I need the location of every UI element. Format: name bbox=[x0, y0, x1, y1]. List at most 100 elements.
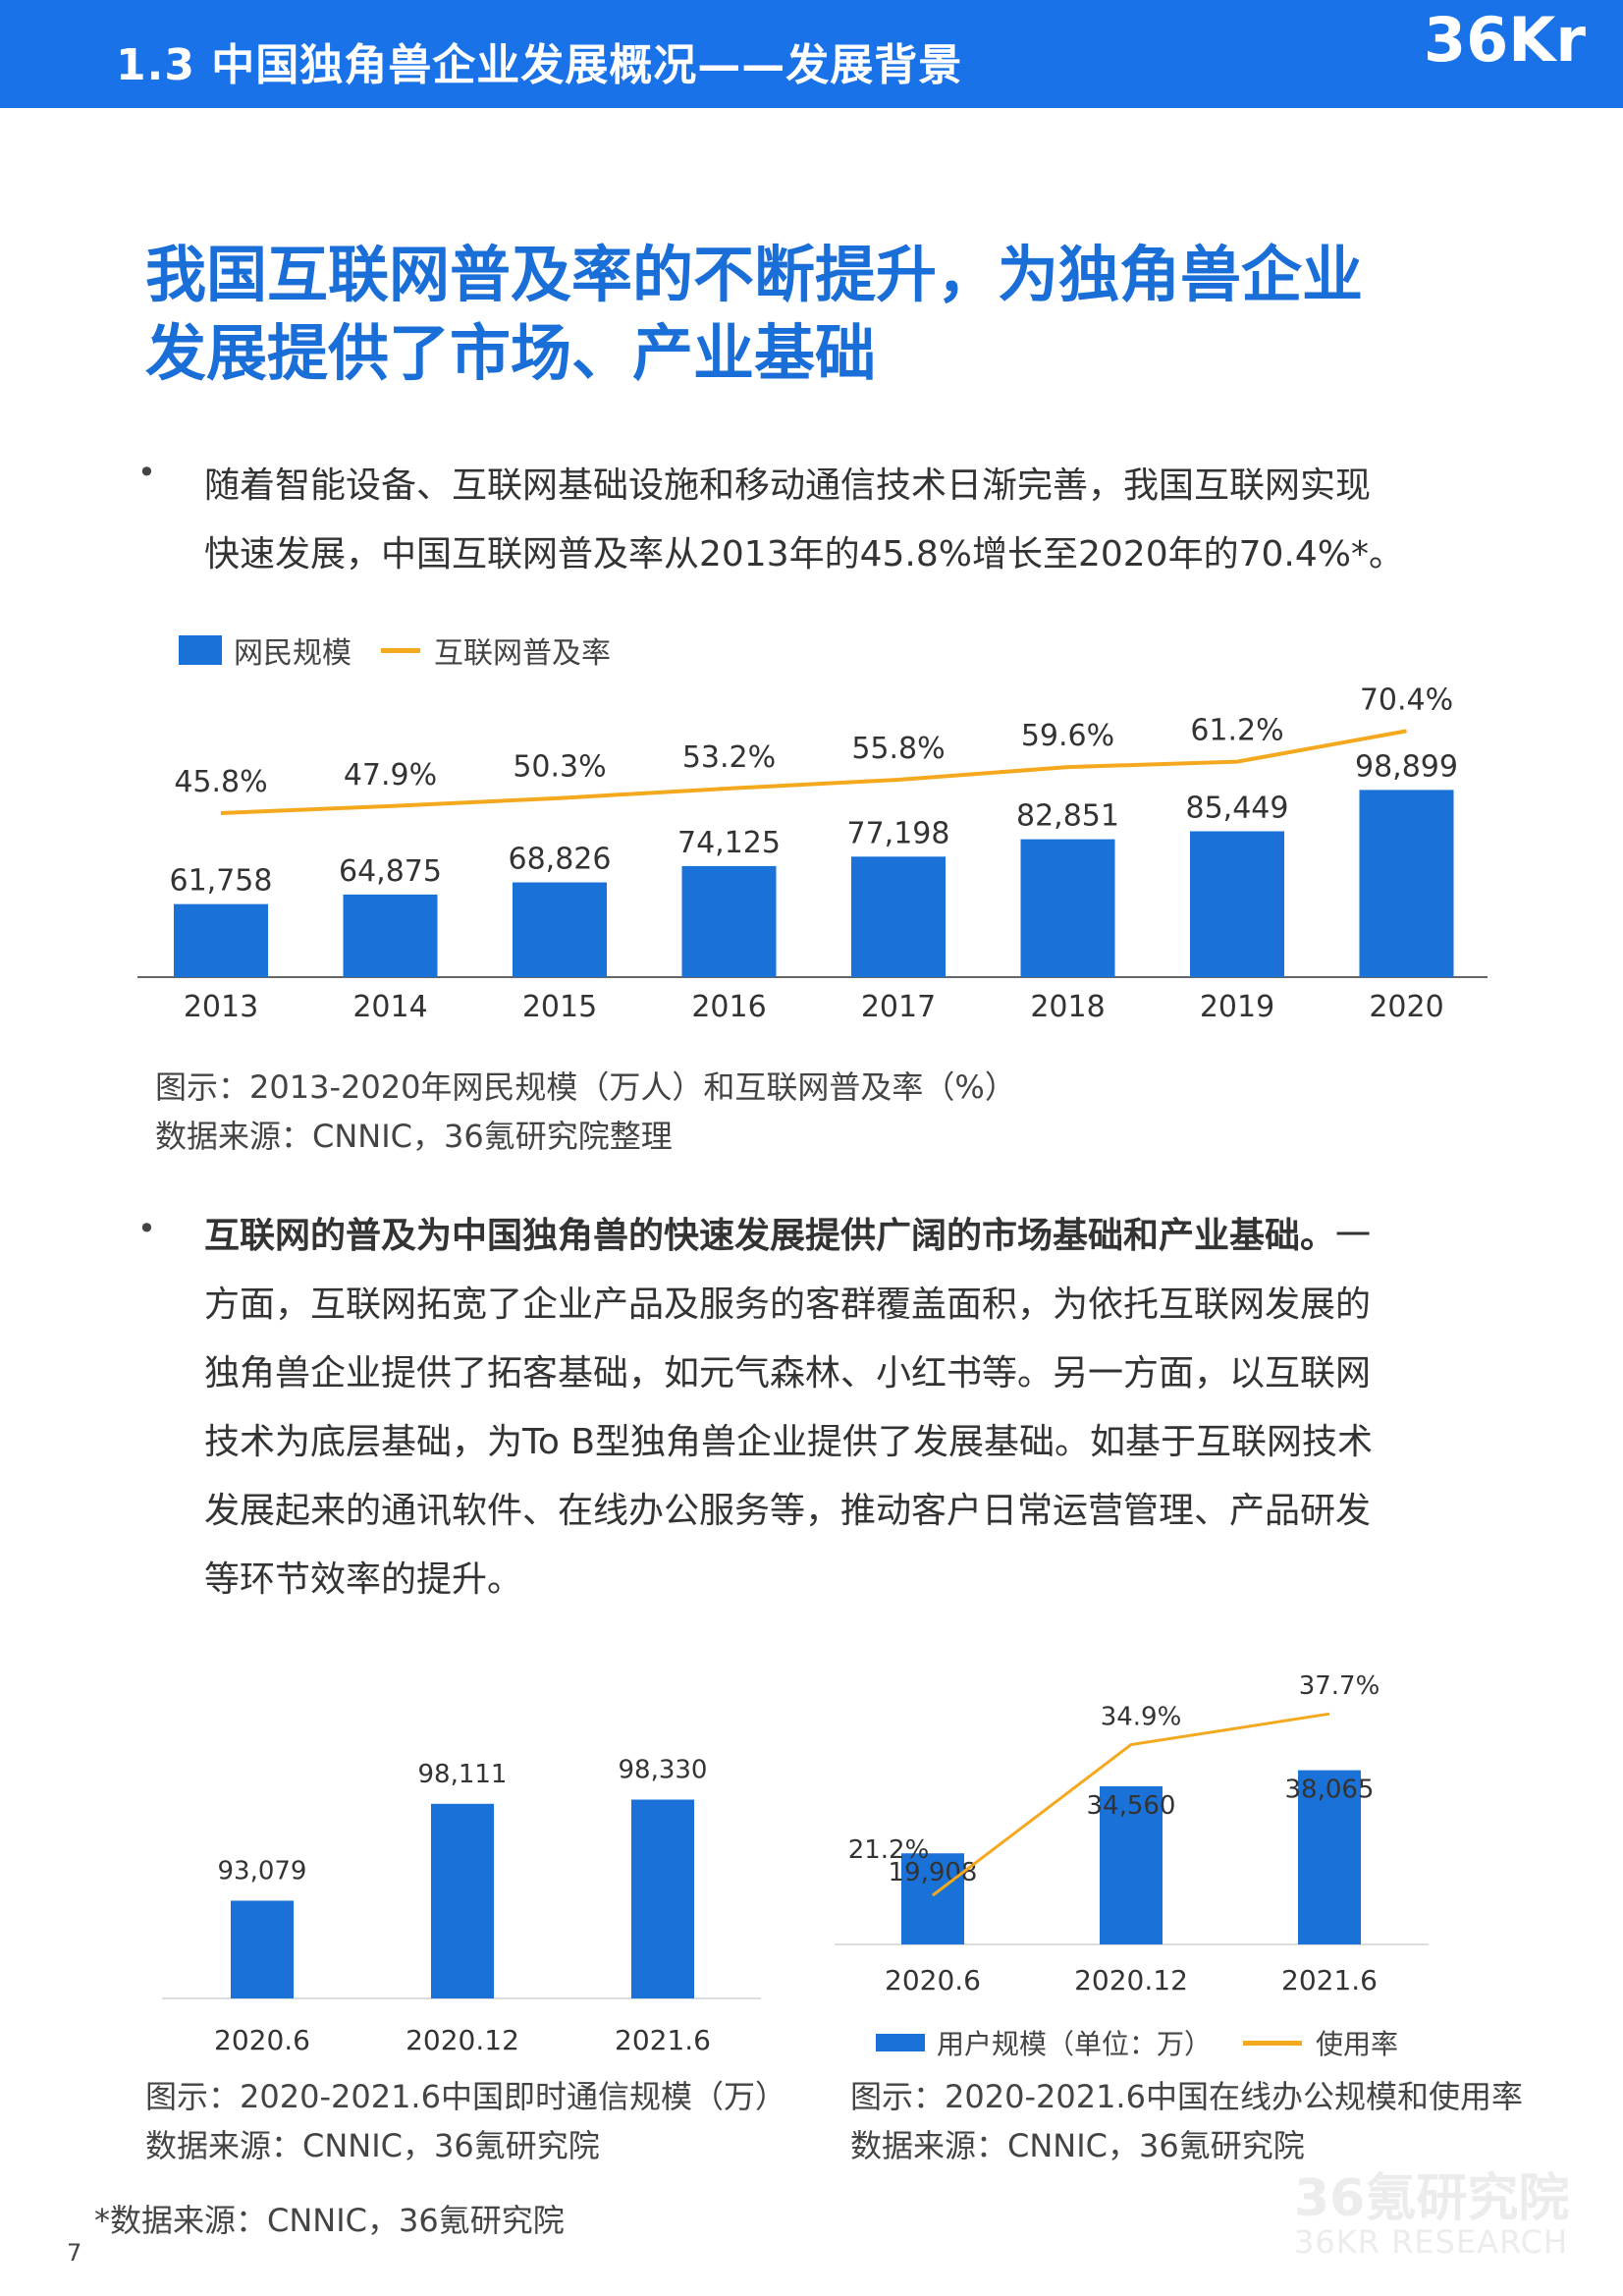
chart2-tick-label: 2020.12 bbox=[406, 2024, 519, 2052]
chart2-caption: 图示：2020-2021.6中国即时通信规模（万） bbox=[145, 2078, 786, 2115]
brand-logo: 36Kr bbox=[1424, 4, 1586, 76]
chart1-line-label: 70.4% bbox=[1360, 683, 1453, 717]
bullet-1: • bbox=[137, 454, 156, 491]
chart3-caption: 图示：2020-2021.6中国在线办公规模和使用率 bbox=[850, 2078, 1523, 2115]
chart1-line-label: 55.8% bbox=[851, 732, 945, 766]
page-title-line1: 我国互联网普及率的不断提升，为独角兽企业 bbox=[145, 239, 1364, 310]
chart2-bar bbox=[431, 1803, 494, 1998]
paragraph-2: 互联网的普及为中国独角兽的快速发展提供广阔的市场基础和产业基础。一 方面，互联网… bbox=[204, 1202, 1481, 1614]
chart2-bar-label: 93,079 bbox=[218, 1856, 307, 1886]
chart1-tick-label: 2015 bbox=[522, 990, 597, 1024]
chart2-tick-label: 2020.6 bbox=[214, 2024, 310, 2052]
chart3-legend-bar-label: 用户规模（单位：万） bbox=[937, 2028, 1213, 2060]
chart3-line-label: 37.7% bbox=[1299, 1671, 1380, 1701]
chart1-bar-label: 68,826 bbox=[509, 843, 612, 877]
chart-internet-users: 61,758 2013 45.8% 64,875 2014 47.9% 68,826 2015… bbox=[137, 683, 1488, 1024]
chart1-caption: 图示：2013-2020年网民规模（万人）和互联网普及率（%） bbox=[155, 1068, 1016, 1106]
chart1-bar-label: 77,198 bbox=[847, 816, 950, 850]
chart3-bar bbox=[1298, 1770, 1361, 1944]
chart1-bar bbox=[343, 894, 438, 977]
paragraph-2-line1: 互联网的普及为中国独角兽的快速发展提供广阔的市场基础和产业基础。一 bbox=[204, 1202, 1481, 1271]
logo-text: 36Kr bbox=[1424, 4, 1586, 76]
chart1-caption-block: 图示：2013-2020年网民规模（万人）和互联网普及率（%） 数据来源：CNN… bbox=[155, 1063, 1016, 1161]
chart1-bar bbox=[1190, 831, 1284, 977]
page-number: 7 bbox=[67, 2239, 82, 2267]
chart3-source: 数据来源：CNNIC，36氪研究院 bbox=[850, 2127, 1305, 2164]
chart3-bar bbox=[1100, 1785, 1163, 1944]
chart3-legend-line-swatch bbox=[1243, 2040, 1302, 2046]
bullet-2: • bbox=[137, 1210, 156, 1247]
header-bar bbox=[0, 0, 1623, 108]
chart1-bar bbox=[681, 865, 777, 977]
chart1-legend-bar: 网民规模 bbox=[179, 629, 352, 672]
chart2-caption-block: 图示：2020-2021.6中国即时通信规模（万） 数据来源：CNNIC，36氪… bbox=[145, 2072, 786, 2170]
chart1-line-label: 53.2% bbox=[682, 740, 776, 775]
chart2-source: 数据来源：CNNIC，36氪研究院 bbox=[145, 2127, 600, 2164]
legend-line-swatch bbox=[381, 647, 420, 653]
chart2-tick-label: 2021.6 bbox=[615, 2024, 711, 2052]
chart1-tick-label: 2020 bbox=[1369, 990, 1443, 1024]
page-title-line2: 发展提供了市场、产业基础 bbox=[145, 317, 877, 389]
paragraph-2-line3: 独角兽企业提供了拓客基础，如元气森林、小红书等。另一方面，以互联网 bbox=[204, 1353, 1372, 1394]
chart3-bar-label: 38,065 bbox=[1285, 1776, 1375, 1805]
chart3-tick-label: 2020.12 bbox=[1074, 1964, 1188, 1996]
chart3-legend-bar: 用户规模（单位：万） bbox=[876, 2023, 1212, 2062]
chart-instant-messaging: 93,079 2020.6 98,111 2020.12 98,330 2021.6 bbox=[162, 1756, 761, 2052]
chart3-line-label: 21.2% bbox=[848, 1835, 930, 1865]
watermark-cn: 36氪研究院 bbox=[1294, 2169, 1570, 2228]
chart1-tick-label: 2016 bbox=[691, 990, 766, 1024]
legend-bar-label: 网民规模 bbox=[234, 636, 352, 671]
watermark-en: 36KR RESEARCH bbox=[1294, 2223, 1569, 2261]
chart2-bar-label: 98,111 bbox=[418, 1760, 508, 1789]
paragraph-2-line2: 方面，互联网拓宽了企业产品及服务的客群覆盖面积，为依托互联网发展的 bbox=[204, 1285, 1372, 1325]
chart1-line-label: 50.3% bbox=[513, 750, 606, 785]
legend-line-label: 互联网普及率 bbox=[434, 636, 611, 671]
chart1-source: 数据来源：CNNIC，36氪研究院整理 bbox=[155, 1118, 673, 1155]
chart1-bar-label: 64,875 bbox=[339, 854, 442, 889]
paragraph-2-line1-rest: 一 bbox=[1335, 1216, 1372, 1256]
chart1-bar-label: 82,851 bbox=[1016, 799, 1119, 834]
paragraph-2-bold: 互联网的普及为中国独角兽的快速发展提供广阔的市场基础和产业基础。 bbox=[204, 1216, 1336, 1256]
chart1-line-series bbox=[220, 729, 1407, 815]
paragraph-2-line4: 技术为底层基础，为To B型独角兽企业提供了发展基础。如基于互联网技术 bbox=[204, 1422, 1374, 1462]
paragraph-2-line6: 等环节效率的提升。 bbox=[204, 1559, 523, 1600]
chart3-tick-label: 2020.6 bbox=[885, 1964, 981, 1996]
chart3-line-label: 34.9% bbox=[1101, 1703, 1182, 1732]
chart1-bar-label: 61,758 bbox=[170, 864, 273, 899]
footnote: *数据来源：CNNIC，36氪研究院 bbox=[94, 2202, 565, 2239]
page-title: 我国互联网普及率的不断提升，为独角兽企业 发展提供了市场、产业基础 bbox=[145, 236, 1520, 393]
chart1-bar bbox=[513, 882, 607, 977]
chart1-tick-label: 2014 bbox=[352, 990, 427, 1024]
chart1-tick-label: 2019 bbox=[1200, 990, 1274, 1024]
chart3-tick-label: 2021.6 bbox=[1281, 1964, 1378, 1996]
chart3-bar-label: 34,560 bbox=[1087, 1791, 1176, 1821]
chart1-tick-label: 2013 bbox=[184, 990, 258, 1024]
chart2-bar-label: 98,330 bbox=[619, 1756, 708, 1785]
chart1-line-label: 45.8% bbox=[174, 765, 267, 799]
chart2-bar bbox=[231, 1900, 294, 1998]
chart1-legend-line: 互联网普及率 bbox=[381, 629, 611, 672]
chart1-bar bbox=[174, 903, 268, 977]
chart3-legend-line: 使用率 bbox=[1243, 2023, 1398, 2062]
legend-bar-swatch bbox=[179, 635, 222, 665]
chart1-bar-label: 98,899 bbox=[1355, 749, 1458, 784]
chart2-bar bbox=[631, 1799, 694, 1998]
paragraph-1-line2: 快速发展，中国互联网普及率从2013年的45.8%增长至2020年的70.4%*… bbox=[204, 534, 1404, 574]
chart3-legend-bar-swatch bbox=[876, 2034, 925, 2051]
chart1-line-label: 59.6% bbox=[1021, 719, 1114, 753]
chart1-line-label: 47.9% bbox=[344, 758, 437, 793]
chart3-legend-line-label: 使用率 bbox=[1316, 2028, 1399, 2060]
paragraph-2-line5: 发展起来的通讯软件、在线办公服务等，推动客户日常运营管理、产品研发 bbox=[204, 1491, 1372, 1531]
chart1-tick-label: 2018 bbox=[1030, 990, 1105, 1024]
chart3-line-series bbox=[932, 1712, 1330, 1897]
paragraph-1-line1: 随着智能设备、互联网基础设施和移动通信技术日渐完善，我国互联网实现 bbox=[204, 465, 1372, 506]
chart1-bar bbox=[1359, 790, 1454, 977]
chart1-tick-label: 2017 bbox=[861, 990, 936, 1024]
chart3-caption-block: 图示：2020-2021.6中国在线办公规模和使用率 数据来源：CNNIC，36… bbox=[850, 2072, 1523, 2170]
chart3-bar bbox=[901, 1853, 964, 1944]
chart1-line-label: 61.2% bbox=[1190, 714, 1283, 748]
chart1-bar bbox=[1020, 839, 1115, 977]
chart1-bar-label: 85,449 bbox=[1186, 791, 1289, 825]
chart-online-office: 19,9082020.621.2%34,5602020.1234.9%38,06… bbox=[835, 1671, 1429, 1996]
paragraph-1: 随着智能设备、互联网基础设施和移动通信技术日渐完善，我国互联网实现 快速发展，中… bbox=[204, 452, 1481, 589]
